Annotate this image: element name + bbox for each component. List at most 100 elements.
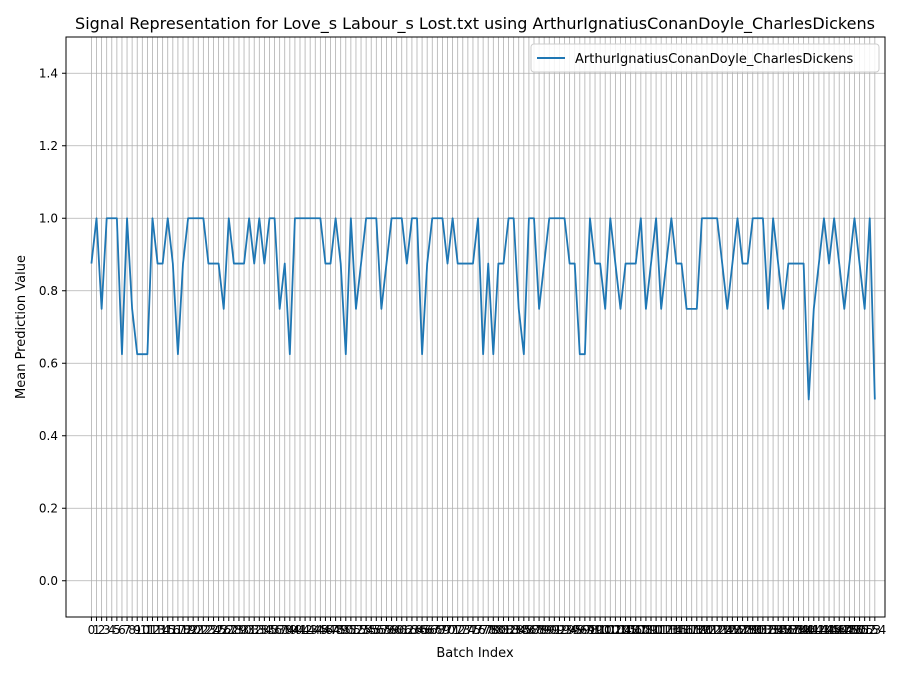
- data-point: [726, 307, 729, 310]
- x-tick-label: 83: [506, 623, 521, 637]
- data-point: [568, 262, 571, 265]
- x-tick-label: 77: [475, 623, 490, 637]
- x-tick-label: 21: [191, 623, 206, 637]
- x-tick-label: 40: [287, 623, 302, 637]
- data-point: [136, 353, 139, 356]
- data-point: [563, 217, 566, 220]
- x-tick-label: 62: [399, 623, 414, 637]
- x-tick-label: 136: [772, 623, 795, 637]
- x-tick-label: 7: [123, 623, 131, 637]
- y-axis-ticks: 0.0 0.2 0.4 0.6 0.8 1.0 1.2 1.4: [39, 66, 66, 588]
- data-point: [644, 307, 647, 310]
- x-tick-label: 22: [196, 623, 211, 637]
- x-tick-label: 52: [348, 623, 363, 637]
- data-point: [873, 398, 876, 401]
- x-tick-label: 79: [486, 623, 501, 637]
- y-tick-label: 0.8: [39, 284, 58, 298]
- data-point: [609, 217, 612, 220]
- data-point: [120, 353, 123, 356]
- x-tick-label: 56: [369, 623, 384, 637]
- data-point: [700, 217, 703, 220]
- x-tick-label: 87: [526, 623, 541, 637]
- data-point: [314, 217, 317, 220]
- data-point: [680, 262, 683, 265]
- x-tick-label: 17: [170, 623, 185, 637]
- data-point: [349, 217, 352, 220]
- data-point: [329, 262, 332, 265]
- data-point: [675, 262, 678, 265]
- x-tick-label: 12: [145, 623, 160, 637]
- x-tick-label: 68: [430, 623, 445, 637]
- data-point: [848, 262, 851, 265]
- data-point: [487, 262, 490, 265]
- data-point: [558, 217, 561, 220]
- data-point: [161, 262, 164, 265]
- x-tick-label: 35: [262, 623, 277, 637]
- data-point: [858, 262, 861, 265]
- x-tick-label: 11: [140, 623, 155, 637]
- x-tick-label: 27: [221, 623, 236, 637]
- data-point: [721, 262, 724, 265]
- data-point: [405, 262, 408, 265]
- data-point: [421, 353, 424, 356]
- x-tick-label: 126: [721, 623, 744, 637]
- data-point: [731, 262, 734, 265]
- x-tick-label: 100: [589, 623, 612, 637]
- data-point: [782, 307, 785, 310]
- x-tick-label: 125: [716, 623, 739, 637]
- x-tick-label: 104: [609, 623, 632, 637]
- x-tick-label: 80: [491, 623, 506, 637]
- data-point: [843, 307, 846, 310]
- data-point: [604, 307, 607, 310]
- x-tick-label: 144: [813, 623, 836, 637]
- data-point: [822, 217, 825, 220]
- x-tick-label: 84: [511, 623, 526, 637]
- x-tick-label: 118: [680, 623, 703, 637]
- data-point: [512, 217, 515, 220]
- data-point: [410, 217, 413, 220]
- x-tick-label: 124: [711, 623, 734, 637]
- x-tick-label: 38: [277, 623, 292, 637]
- x-tick-label: 6: [118, 623, 126, 637]
- x-tick-label: 101: [594, 623, 617, 637]
- data-point: [538, 307, 541, 310]
- data-point: [131, 307, 134, 310]
- data-point: [365, 217, 368, 220]
- x-tick-label: 152: [853, 623, 876, 637]
- data-point: [375, 217, 378, 220]
- x-tick-label: 25: [211, 623, 226, 637]
- x-axis-ticks: 0123456789101112131415161718192021222324…: [88, 617, 886, 637]
- data-point: [716, 217, 719, 220]
- data-point: [471, 262, 474, 265]
- data-point: [670, 217, 673, 220]
- x-tick-label: 8: [128, 623, 136, 637]
- data-point: [258, 217, 261, 220]
- data-point: [767, 307, 770, 310]
- x-tick-label: 4: [108, 623, 116, 637]
- y-axis-label: Mean Prediction Value: [14, 255, 29, 399]
- x-tick-label: 111: [645, 623, 668, 637]
- x-tick-label: 141: [797, 623, 820, 637]
- x-tick-label: 36: [267, 623, 282, 637]
- x-tick-label: 151: [848, 623, 871, 637]
- x-tick-label: 1: [93, 623, 101, 637]
- data-point: [736, 217, 739, 220]
- x-tick-label: 120: [690, 623, 713, 637]
- data-point: [456, 262, 459, 265]
- x-tick-label: 134: [762, 623, 785, 637]
- data-point: [354, 307, 357, 310]
- x-tick-label: 115: [665, 623, 688, 637]
- x-tick-label: 13: [150, 623, 165, 637]
- data-point: [599, 262, 602, 265]
- data-point: [573, 262, 576, 265]
- data-point: [288, 353, 291, 356]
- x-tick-label: 76: [470, 623, 485, 637]
- data-point: [115, 217, 118, 220]
- data-point: [217, 262, 220, 265]
- data-point: [426, 262, 429, 265]
- data-point: [629, 262, 632, 265]
- x-tick-label: 19: [180, 623, 195, 637]
- series-line: [90, 217, 876, 401]
- x-tick-label: 75: [465, 623, 480, 637]
- chart-title: Signal Representation for Love_s Labour_…: [75, 14, 875, 34]
